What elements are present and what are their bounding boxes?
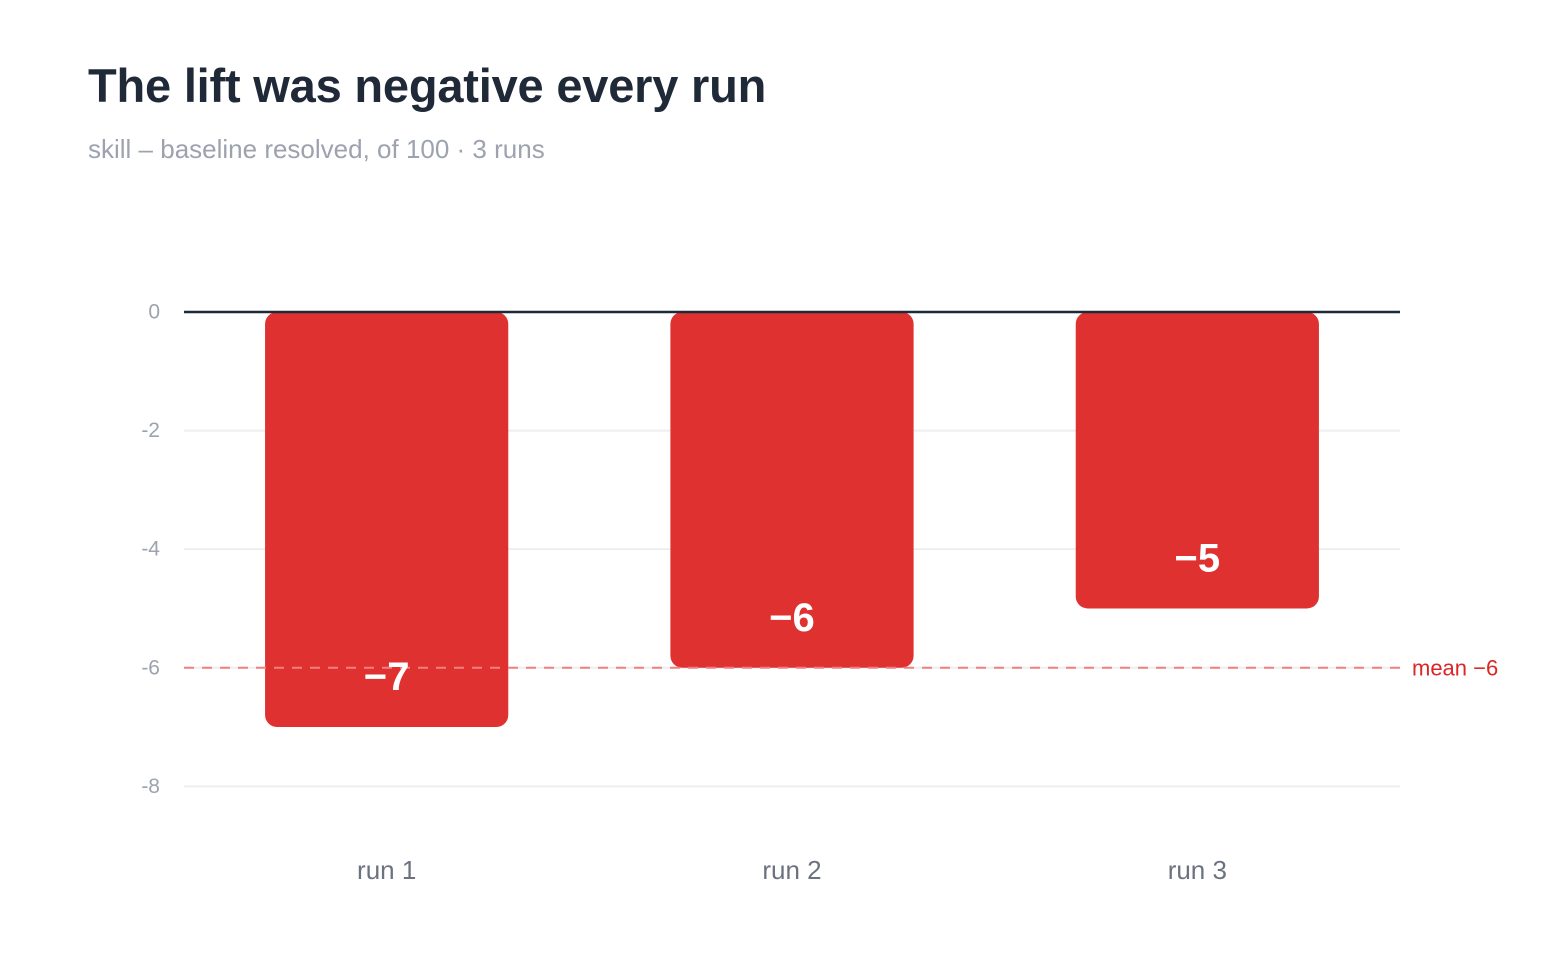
bar-3: [1075, 312, 1319, 609]
bar-value-label: −7: [364, 655, 410, 699]
x-category-label: run 1: [357, 855, 416, 885]
x-category-label: run 3: [1168, 855, 1227, 885]
y-tick-label: 0: [148, 301, 160, 324]
mean-label: mean −6: [1412, 655, 1498, 680]
bars: [265, 312, 1319, 728]
y-tick-label: -6: [141, 656, 160, 679]
bar-value-label: −6: [769, 596, 815, 640]
chart-subtitle: skill – baseline resolved, of 100 · 3 ru…: [88, 134, 545, 164]
bar-2: [670, 312, 914, 668]
x-category-label: run 2: [762, 855, 821, 885]
y-tick-label: -2: [141, 419, 160, 442]
y-tick-label: -4: [141, 538, 160, 561]
labels: 0 -2 -4 -6 -8 −7 run 1 −6 run 2 −5 run 3 mean −6: [141, 301, 1498, 886]
bar-value-label: −5: [1175, 536, 1221, 580]
chart-title: The lift was negative every run: [88, 59, 767, 112]
y-tick-label: -8: [141, 775, 160, 798]
bar-1: [265, 312, 509, 728]
